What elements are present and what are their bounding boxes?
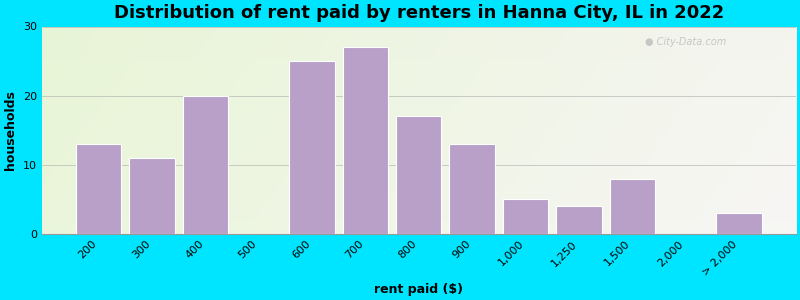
- Bar: [556, 206, 602, 234]
- X-axis label: rent paid ($): rent paid ($): [374, 283, 463, 296]
- Title: Distribution of rent paid by renters in Hanna City, IL in 2022: Distribution of rent paid by renters in …: [114, 4, 724, 22]
- Bar: [396, 116, 442, 234]
- Text: ● City-Data.com: ● City-Data.com: [645, 37, 726, 47]
- Bar: [182, 96, 228, 234]
- Y-axis label: households: households: [4, 90, 17, 170]
- Bar: [130, 158, 174, 234]
- Bar: [610, 178, 655, 234]
- Bar: [342, 47, 388, 234]
- Bar: [76, 144, 122, 234]
- Bar: [716, 213, 762, 234]
- Bar: [290, 61, 334, 234]
- Bar: [450, 144, 494, 234]
- Bar: [502, 200, 548, 234]
